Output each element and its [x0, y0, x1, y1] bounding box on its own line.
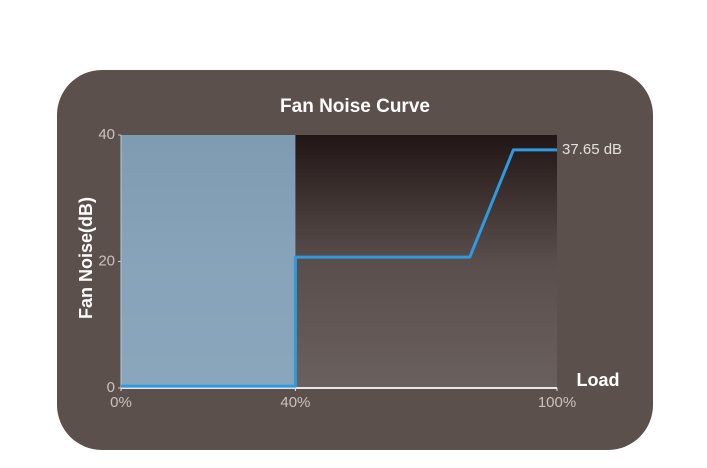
- y-tick-label: 20: [98, 252, 115, 269]
- chart-title: Fan Noise Curve: [280, 96, 430, 117]
- y-tick-label: 40: [98, 126, 115, 143]
- x-tick-label: 100%: [538, 394, 576, 411]
- x-tick-label: 40%: [280, 394, 310, 411]
- x-axis-label: Load: [577, 370, 620, 390]
- shaded-range: [121, 135, 296, 388]
- noise-line: [121, 148, 557, 388]
- y-tick-label: 0: [107, 379, 115, 396]
- x-tick-label: 0%: [110, 394, 132, 411]
- annotation: 37.65 dB: [562, 141, 622, 158]
- y-axis-label: Fan Noise(dB): [76, 197, 96, 319]
